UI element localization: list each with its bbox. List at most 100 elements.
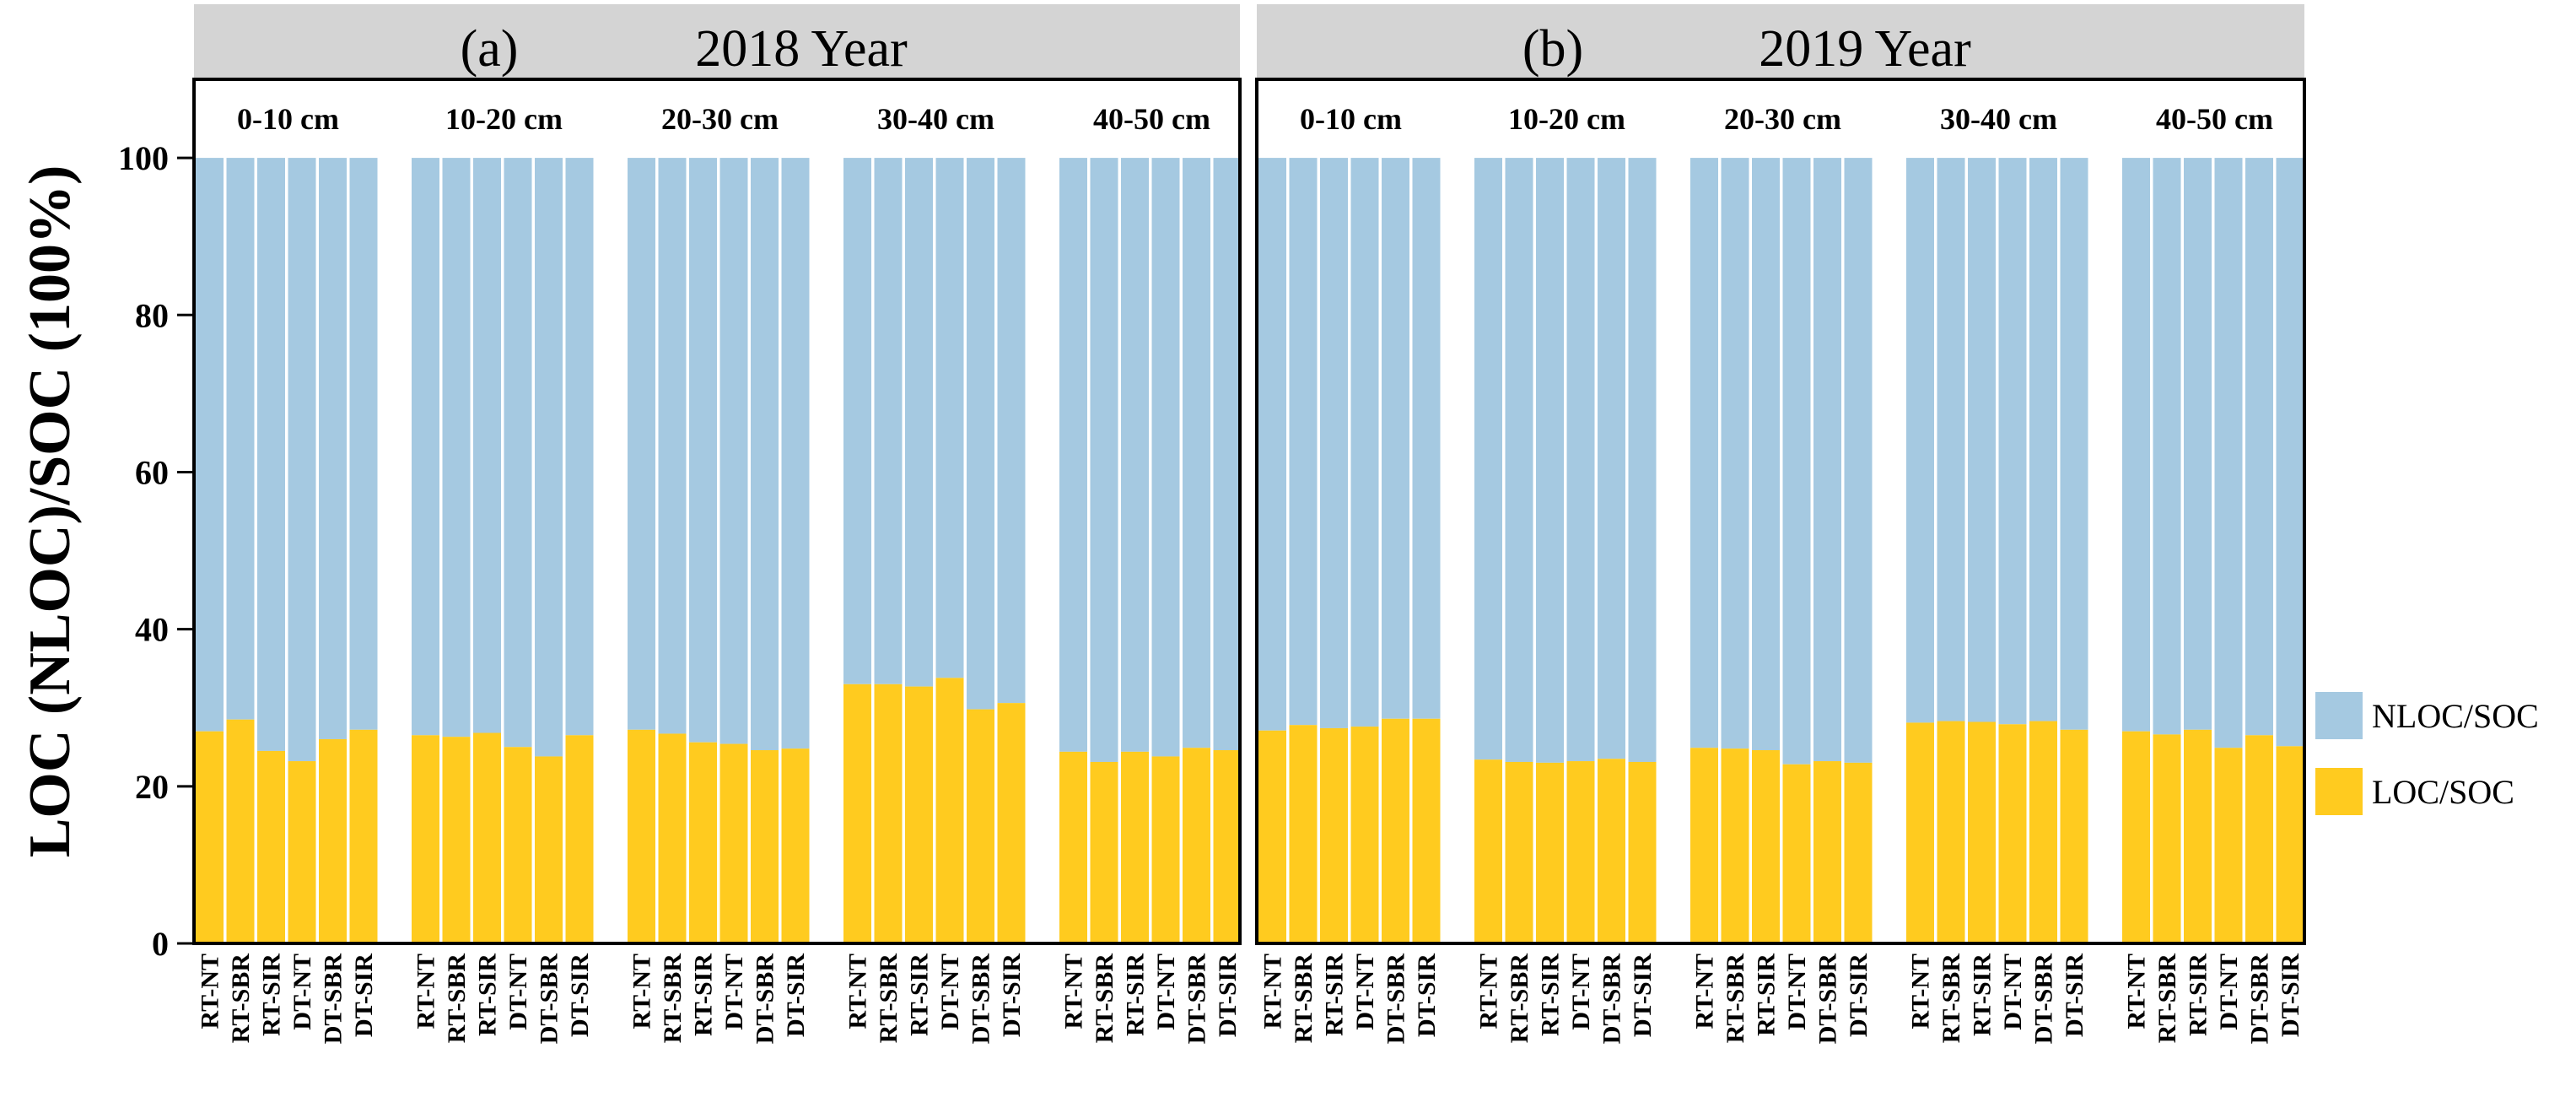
x-tick-label: RT-SIR bbox=[2185, 954, 2212, 1036]
depth-label: 0-10 cm bbox=[237, 102, 339, 136]
bar-loc bbox=[473, 732, 501, 943]
bar-loc bbox=[2276, 746, 2304, 943]
bar-loc bbox=[1536, 762, 1564, 943]
bar-loc bbox=[905, 686, 933, 943]
x-tick-label: RT-SBR bbox=[1722, 954, 1749, 1044]
bar-nloc bbox=[997, 158, 1026, 704]
bar-loc bbox=[1121, 751, 1149, 943]
bar-nloc bbox=[2029, 158, 2057, 721]
bar-loc bbox=[1213, 749, 1242, 943]
bar-loc bbox=[843, 684, 871, 943]
panel-title: 2018 Year bbox=[695, 20, 908, 78]
bar-loc bbox=[1350, 727, 1379, 943]
bar-nloc bbox=[2153, 158, 2181, 735]
bar-nloc bbox=[2245, 158, 2273, 736]
depth-group: 40-50 cm RT-NT RT-SBR RT-SIR DT-NT DT-SBR DT-S… bbox=[2122, 102, 2304, 1044]
bar-nloc bbox=[1536, 158, 1564, 763]
bar-loc bbox=[319, 738, 347, 943]
panel-header bbox=[194, 4, 1240, 78]
bar-nloc bbox=[1183, 158, 1210, 748]
x-tick-label: DT-SBR bbox=[967, 954, 995, 1045]
depth-label: 20-30 cm bbox=[661, 102, 779, 136]
depth-group: 10-20 cm RT-NT RT-SBR RT-SIR DT-NT DT-SBR DT-S… bbox=[1474, 102, 1657, 1044]
bar-loc bbox=[2214, 748, 2243, 943]
x-tick-label: DT-NT bbox=[1783, 954, 1811, 1030]
legend-item: LOC/SOC bbox=[2315, 768, 2514, 815]
bar-nloc bbox=[535, 158, 563, 757]
depth-label: 30-40 cm bbox=[877, 102, 994, 136]
x-tick-label: DT-SBR bbox=[320, 954, 348, 1045]
panel-title: 2019 Year bbox=[1759, 20, 1971, 78]
bar-nloc bbox=[1090, 158, 1118, 762]
bar-nloc bbox=[843, 158, 871, 684]
bar-nloc bbox=[658, 158, 687, 734]
bar-loc bbox=[2184, 729, 2212, 943]
x-tick-label: DT-SBR bbox=[2030, 954, 2058, 1045]
bar-loc bbox=[1844, 762, 1873, 943]
x-tick-label: RT-NT bbox=[197, 954, 224, 1029]
bar-loc bbox=[2060, 729, 2088, 943]
legend-label: NLOC/SOC bbox=[2372, 697, 2539, 735]
bar-loc bbox=[1937, 721, 1965, 943]
depth-label: 30-40 cm bbox=[1940, 102, 2057, 136]
bar-loc bbox=[1598, 759, 1625, 943]
x-tick-label: DT-SBR bbox=[1814, 954, 1842, 1045]
bar-nloc bbox=[412, 158, 439, 736]
x-tick-label: DT-SIR bbox=[998, 954, 1026, 1037]
depth-group: 20-30 cm RT-NT RT-SBR RT-SIR DT-NT DT-SBR DT-S… bbox=[628, 102, 810, 1044]
x-tick-label: RT-NT bbox=[1475, 954, 1503, 1029]
bar-loc bbox=[997, 703, 1026, 943]
bar-loc bbox=[565, 735, 594, 943]
bar-loc bbox=[1813, 761, 1841, 943]
bar-loc bbox=[226, 719, 255, 943]
bar-loc bbox=[719, 743, 748, 943]
x-tick-label: DT-SIR bbox=[566, 954, 594, 1037]
bar-loc bbox=[1412, 718, 1441, 943]
x-tick-label: RT-NT bbox=[1060, 954, 1088, 1029]
x-tick-label: RT-SBR bbox=[227, 954, 255, 1044]
bar-loc bbox=[1151, 756, 1180, 943]
x-tick-label: DT-SIR bbox=[1845, 954, 1873, 1037]
bar-nloc bbox=[1998, 158, 2027, 725]
x-tick-label: RT-NT bbox=[412, 954, 440, 1029]
x-tick-label: RT-SIR bbox=[1753, 954, 1781, 1036]
panel-frame bbox=[192, 78, 1242, 945]
x-tick-label: DT-SBR bbox=[1183, 954, 1211, 1045]
bar-loc bbox=[689, 742, 717, 943]
bar-nloc bbox=[751, 158, 779, 750]
bar-nloc bbox=[2184, 158, 2212, 730]
bar-nloc bbox=[874, 158, 903, 684]
bar-loc bbox=[535, 756, 563, 943]
bar-nloc bbox=[2214, 158, 2243, 748]
bar-nloc bbox=[1937, 158, 1965, 721]
bar-loc bbox=[967, 709, 994, 943]
bar-nloc bbox=[1059, 158, 1087, 752]
bar-nloc bbox=[1382, 158, 1409, 719]
x-tick-label: RT-NT bbox=[1259, 954, 1287, 1029]
bar-loc bbox=[874, 684, 903, 943]
y-tick-label: 40 bbox=[135, 611, 169, 649]
x-tick-label: DT-NT bbox=[2215, 954, 2243, 1030]
bar-nloc bbox=[288, 158, 316, 762]
panel-header bbox=[1257, 4, 2304, 78]
bar-nloc bbox=[1213, 158, 1242, 750]
bar-loc bbox=[1090, 761, 1118, 943]
bar-loc bbox=[257, 750, 285, 943]
x-tick-label: RT-SIR bbox=[1122, 954, 1150, 1036]
bar-loc bbox=[2122, 731, 2150, 943]
bar-loc bbox=[1320, 727, 1348, 943]
x-tick-label: DT-SIR bbox=[1413, 954, 1441, 1037]
x-tick-label: RT-NT bbox=[2123, 954, 2151, 1029]
x-tick-label: DT-SIR bbox=[2061, 954, 2088, 1037]
bar-nloc bbox=[1782, 158, 1811, 765]
bar-loc bbox=[196, 731, 224, 943]
bar-nloc bbox=[1844, 158, 1873, 763]
panel-tag: (b) bbox=[1522, 20, 1583, 78]
bar-loc bbox=[1968, 721, 1996, 943]
x-tick-label: RT-NT bbox=[628, 954, 656, 1029]
depth-group: 40-50 cm RT-NT RT-SBR RT-SIR DT-NT DT-SBR DT-S… bbox=[1059, 102, 1242, 1044]
x-tick-label: DT-NT bbox=[504, 954, 532, 1030]
bar-loc bbox=[2153, 734, 2181, 943]
